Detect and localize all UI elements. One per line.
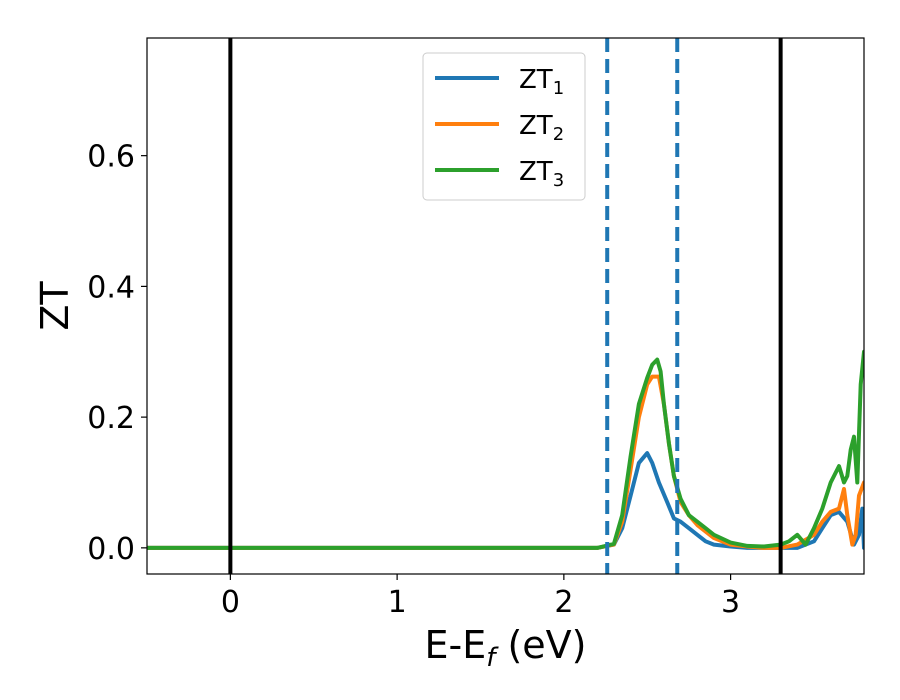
legend-label-2: ZT2 (519, 111, 564, 145)
y-tick-label: 0.6 (87, 140, 135, 175)
x-tick-label: 0 (221, 585, 240, 620)
y-axis-ticks: 0.0 0.2 0.4 0.6 (87, 140, 147, 567)
reference-lines (228, 38, 783, 574)
series-lines (147, 349, 864, 550)
x-tick-label: 2 (554, 585, 573, 620)
legend: ZT1 ZT2 ZT3 (422, 52, 586, 201)
series-line-3 (147, 349, 864, 550)
x-tick-label: 1 (388, 585, 407, 620)
legend-box (422, 52, 586, 201)
legend-label-3: ZT3 (519, 157, 564, 191)
x-tick-label: 3 (721, 585, 740, 620)
legend-label-1: ZT1 (519, 65, 564, 99)
y-tick-label: 0.2 (87, 401, 135, 436)
series-line-2 (147, 374, 864, 550)
y-tick-label: 0.0 (87, 532, 135, 567)
x-axis-title: E-Ef (eV) (425, 623, 587, 673)
y-tick-label: 0.4 (87, 270, 135, 305)
plot-frame (146, 37, 865, 575)
series-line-1 (147, 451, 864, 550)
y-axis-title: ZT (33, 281, 77, 331)
x-axis-ticks: 0 1 2 3 (221, 574, 740, 620)
